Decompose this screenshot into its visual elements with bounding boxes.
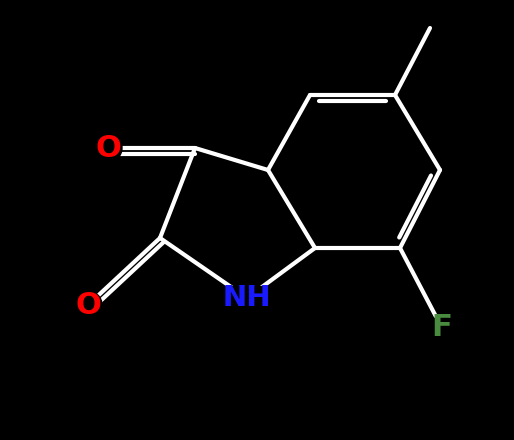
Text: NH: NH: [223, 284, 271, 312]
Text: O: O: [75, 290, 101, 319]
Bar: [229, 286, 265, 310]
Text: F: F: [432, 313, 452, 342]
Circle shape: [74, 291, 102, 319]
Text: NH: NH: [223, 284, 271, 312]
Circle shape: [430, 316, 454, 340]
Text: O: O: [75, 290, 101, 319]
Text: O: O: [95, 133, 121, 162]
Circle shape: [94, 134, 122, 162]
Text: F: F: [432, 313, 452, 342]
Text: O: O: [95, 133, 121, 162]
